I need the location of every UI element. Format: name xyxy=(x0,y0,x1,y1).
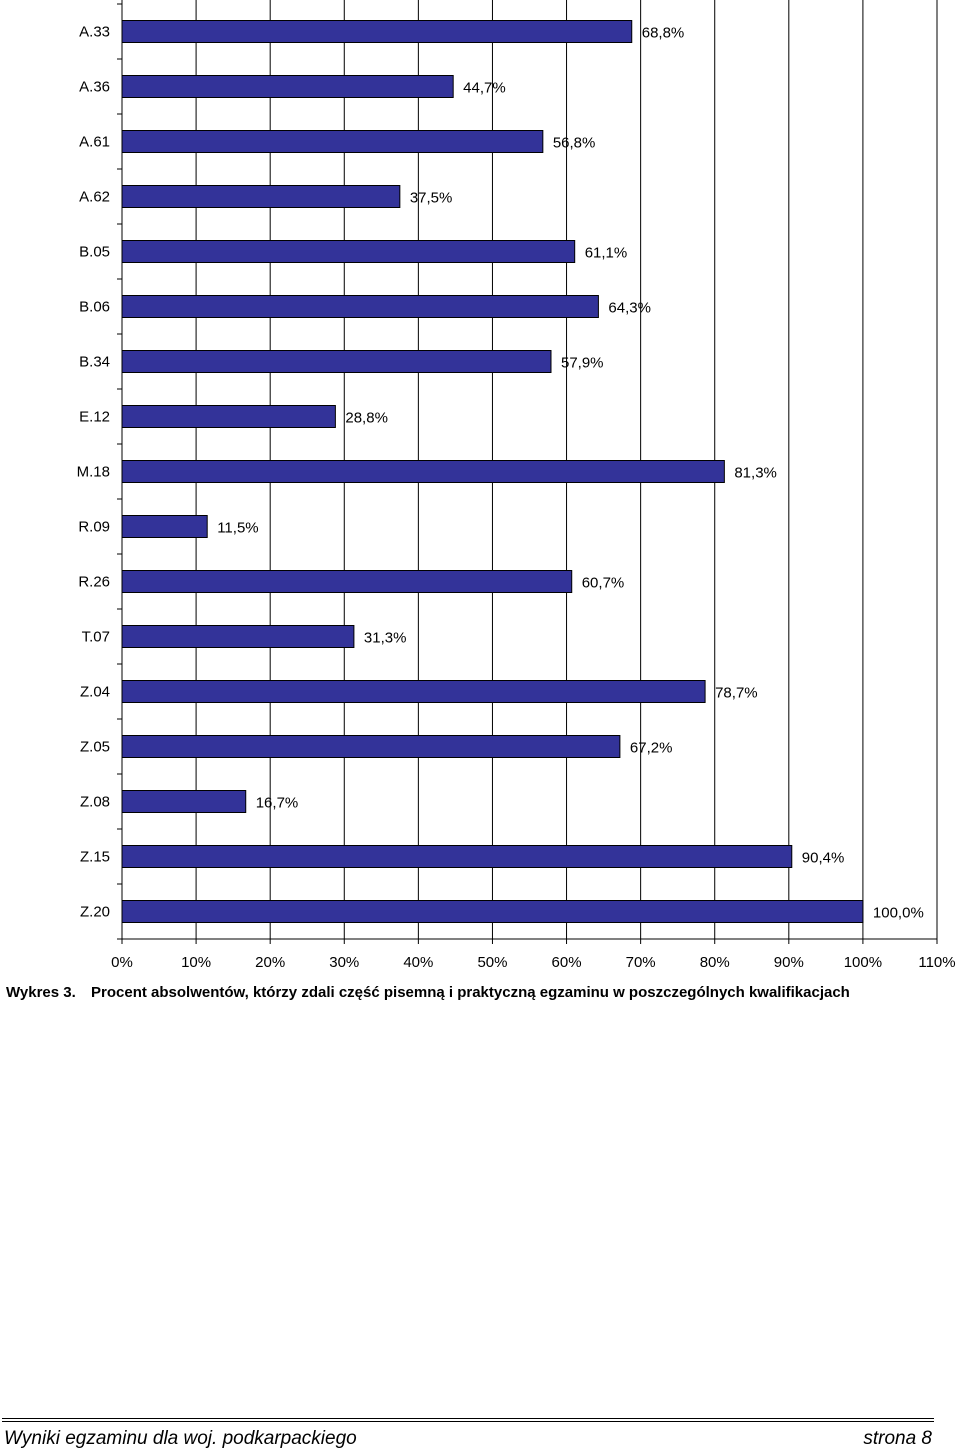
data-label: 68,8% xyxy=(642,25,685,42)
bar xyxy=(121,405,336,428)
bar xyxy=(121,900,864,923)
caption-text: Procent absolwentów, którzy zdali część … xyxy=(91,984,850,1001)
category-label: R.09 xyxy=(78,519,110,536)
category-label: Z.08 xyxy=(80,794,110,811)
bar xyxy=(121,130,544,153)
data-label: 16,7% xyxy=(256,795,299,812)
category-label: M.18 xyxy=(77,464,110,481)
data-label: 37,5% xyxy=(410,190,453,207)
category-label: A.33 xyxy=(79,24,110,41)
bar xyxy=(121,185,401,208)
bar xyxy=(121,20,633,43)
data-label: 81,3% xyxy=(734,465,777,482)
x-tick-label: 80% xyxy=(700,954,730,971)
x-tick-label: 0% xyxy=(111,954,133,971)
category-label: R.26 xyxy=(78,574,110,591)
bar xyxy=(121,75,454,98)
bar xyxy=(121,570,573,593)
data-label: 28,8% xyxy=(345,410,388,427)
data-label: 11,5% xyxy=(217,520,258,537)
figure-caption: Wykres 3. Procent absolwentów, którzy zda… xyxy=(6,984,850,1001)
category-label: E.12 xyxy=(79,409,110,426)
data-label: 56,8% xyxy=(553,135,596,152)
x-tick-label: 100% xyxy=(844,954,882,971)
category-label: Z.04 xyxy=(80,684,110,701)
category-label: B.34 xyxy=(79,354,110,371)
bar xyxy=(121,350,552,373)
data-label: 44,7% xyxy=(463,80,506,97)
x-tick-label: 70% xyxy=(626,954,656,971)
category-label: Z.20 xyxy=(80,904,110,921)
bars xyxy=(121,20,864,923)
category-label: A.61 xyxy=(79,134,110,151)
data-label: 100,0% xyxy=(873,905,924,922)
category-label: Z.15 xyxy=(80,849,110,866)
category-label: Z.05 xyxy=(80,739,110,756)
bar xyxy=(121,625,355,648)
bar xyxy=(121,295,599,318)
bar xyxy=(121,460,725,483)
data-label: 64,3% xyxy=(608,300,651,317)
data-label: 90,4% xyxy=(802,850,845,867)
x-tick-label: 110% xyxy=(918,954,955,971)
category-label: A.62 xyxy=(79,189,110,206)
category-label: B.06 xyxy=(79,299,110,316)
x-tick-label: 30% xyxy=(329,954,359,971)
bar xyxy=(121,845,793,868)
x-tick-label: 20% xyxy=(255,954,285,971)
data-label: 57,9% xyxy=(561,355,604,372)
category-label: T.07 xyxy=(82,629,110,646)
data-label: 78,7% xyxy=(715,685,758,702)
category-label: B.05 xyxy=(79,244,110,261)
data-label: 31,3% xyxy=(364,630,407,647)
footer-page-number: strona 8 xyxy=(863,1428,932,1449)
caption-label: Wykres 3. xyxy=(6,984,76,1001)
bar xyxy=(121,790,247,813)
bar xyxy=(121,240,576,263)
bar-chart: 0% 10% 20% 30% 40% 50% 60% 70% 80% 90% 100% 110% A.3… xyxy=(77,0,956,972)
bar xyxy=(121,680,706,703)
data-label: 67,2% xyxy=(630,740,673,757)
footer-rule-bottom xyxy=(2,1421,934,1422)
footer-document-title: Wyniki egzaminu dla woj. podkarpackiego xyxy=(4,1428,357,1449)
bar xyxy=(121,515,208,538)
x-tick-label: 40% xyxy=(403,954,433,971)
data-label: 60,7% xyxy=(582,575,625,592)
bar xyxy=(121,735,621,758)
data-label: 61,1% xyxy=(585,245,628,262)
category-label: A.36 xyxy=(79,79,110,96)
labels: 0% 10% 20% 30% 40% 50% 60% 70% 80% 90% 100% 110% A.3… xyxy=(77,24,956,972)
x-tick-label: 50% xyxy=(477,954,507,971)
footer-rule-top xyxy=(2,1418,934,1419)
x-tick-label: 10% xyxy=(181,954,211,971)
x-tick-label: 60% xyxy=(552,954,582,971)
x-tick-label: 90% xyxy=(774,954,804,971)
